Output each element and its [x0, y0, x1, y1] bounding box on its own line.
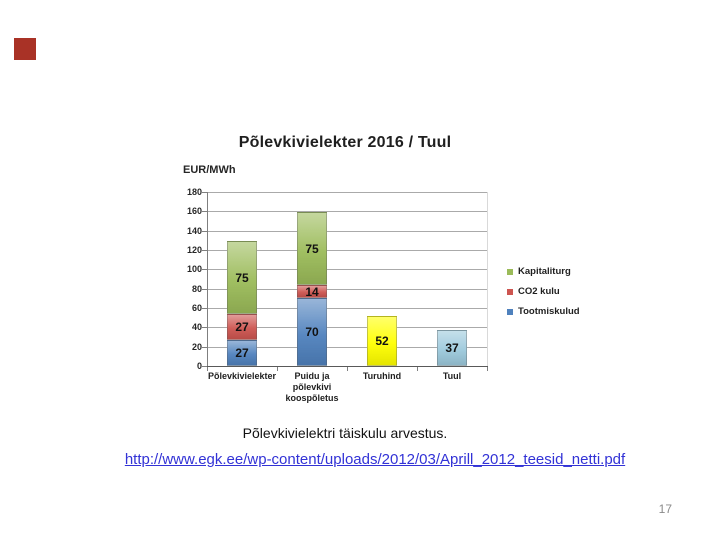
category-label: Turuhind — [362, 371, 402, 381]
gridline — [207, 288, 487, 290]
gridline — [207, 327, 487, 329]
x-tick-mark — [277, 367, 278, 371]
plot-area: 27 27 75 70 14 75 52 37 — [202, 192, 488, 371]
y-tick-label: 0 — [196, 361, 202, 371]
y-tick-mark — [202, 192, 207, 193]
y-tick-mark — [202, 288, 207, 290]
y-tick-label: 160 — [186, 206, 202, 217]
bar-value-label: 27 — [235, 319, 249, 334]
bar-segment: 52 — [367, 315, 397, 366]
bar-segment: 75 — [297, 212, 327, 285]
y-tick-label: 120 — [186, 245, 202, 255]
y-tick-label: 40 — [191, 322, 202, 333]
y-axis-unit-label: EUR/MWh — [183, 164, 236, 176]
y-tick-label: 20 — [191, 341, 202, 352]
y-tick-mark — [202, 366, 207, 367]
y-tick-label: 100 — [186, 264, 202, 275]
legend-label: Tootmiskulud — [518, 306, 580, 317]
y-tick-mark — [202, 308, 207, 309]
y-tick-label: 60 — [191, 303, 202, 313]
legend-swatch — [507, 268, 513, 275]
source-link[interactable]: http://www.egk.ee/wp-content/uploads/201… — [124, 451, 626, 468]
bar-segment: 37 — [437, 330, 467, 366]
bar-segment: 27 — [227, 339, 257, 366]
gridline — [207, 346, 487, 348]
category-label: Puidu ja põlevkivi koospõletus — [285, 371, 339, 403]
legend-item: Kapitaliturg — [507, 266, 580, 277]
slide-caption: Põlevkivielektri täiskulu arvestus. — [242, 425, 448, 441]
y-axis-tick-labels: 0 20 40 60 80 100 120 140 160 180 — [166, 187, 202, 371]
gridline — [207, 211, 487, 213]
y-tick-label: 80 — [191, 283, 202, 294]
y-tick-mark — [202, 346, 207, 348]
gridline — [207, 230, 487, 232]
bar-value-label: 37 — [445, 341, 459, 356]
page-number: 17 — [658, 502, 672, 516]
source-link-row: http://www.egk.ee/wp-content/uploads/201… — [30, 451, 720, 469]
y-tick-mark — [202, 250, 207, 251]
legend-swatch — [507, 288, 513, 295]
bar-segment: 75 — [227, 241, 257, 314]
y-tick-mark — [202, 269, 207, 271]
y-tick-mark — [202, 327, 207, 329]
bar-value-label: 14 — [305, 284, 319, 299]
y-tick-mark — [202, 230, 207, 232]
y-tick-label: 140 — [186, 225, 202, 236]
bar-value-label: 75 — [235, 270, 249, 285]
y-axis-line — [207, 192, 208, 367]
legend-swatch — [507, 308, 513, 315]
x-tick-mark — [207, 367, 208, 371]
chart-title: Põlevkivielekter 2016 / Tuul — [238, 134, 452, 151]
legend-item: Tootmiskulud — [507, 306, 580, 317]
plot-right-border — [487, 192, 488, 366]
category-label: Põlevkivielekter — [207, 371, 277, 381]
gridline — [207, 250, 487, 251]
x-tick-mark — [487, 367, 488, 371]
y-tick-label: 180 — [186, 187, 202, 197]
bar-value-label: 75 — [305, 241, 319, 256]
legend-label: CO2 kulu — [518, 286, 560, 297]
x-tick-mark — [417, 367, 418, 371]
category-label: Tuul — [442, 371, 462, 381]
bar-value-label: 27 — [235, 345, 249, 360]
gridline — [207, 269, 487, 271]
bar-segment: 14 — [297, 284, 327, 299]
bar-segment: 70 — [297, 298, 327, 366]
bar-segment: 27 — [227, 313, 257, 340]
gridline — [207, 192, 487, 193]
legend-label: Kapitaliturg — [518, 266, 571, 277]
accent-square — [14, 38, 36, 60]
bar-value-label: 70 — [305, 325, 319, 340]
gridline — [207, 308, 487, 309]
x-tick-mark — [347, 367, 348, 371]
chart-legend: Kapitaliturg CO2 kulu Tootmiskulud — [507, 266, 580, 326]
bar-value-label: 52 — [375, 333, 389, 348]
legend-item: CO2 kulu — [507, 286, 580, 297]
x-axis-line — [207, 366, 488, 367]
y-tick-mark — [202, 211, 207, 213]
